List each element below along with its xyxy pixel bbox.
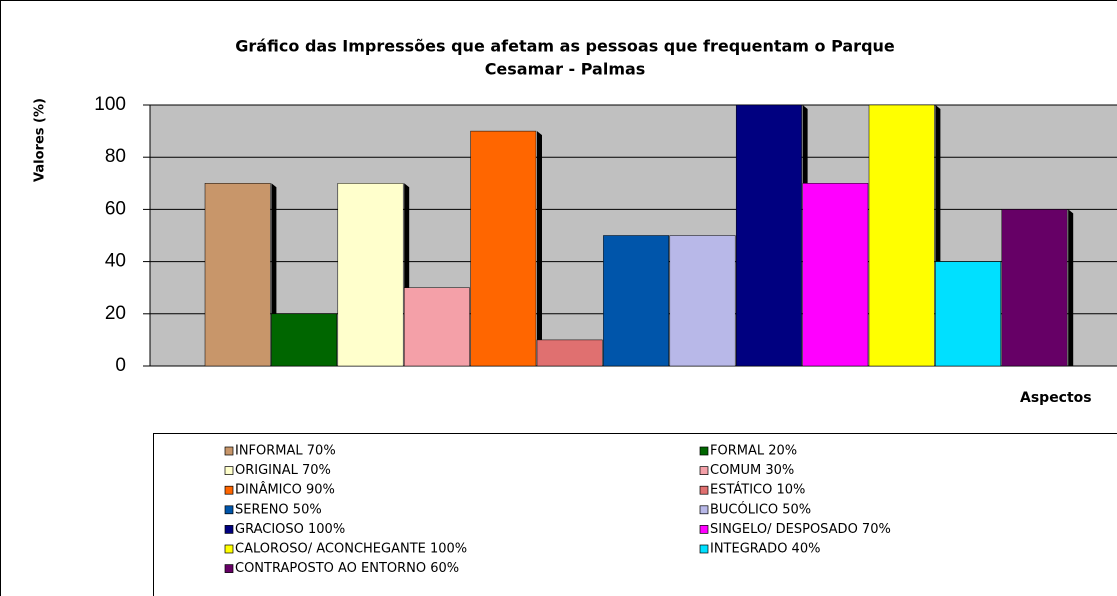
- legend-swatch: [224, 564, 234, 573]
- legend-label: CALOROSO/ ACONCHEGANTE 100%: [235, 542, 467, 557]
- y-tick-label: 40: [105, 251, 126, 272]
- legend-label: SINGELO/ DESPOSADO 70%: [710, 522, 891, 537]
- legend-swatch: [224, 544, 234, 554]
- legend-label: INFORMAL 70%: [235, 444, 336, 459]
- bar: [802, 183, 869, 367]
- legend-swatch: [699, 505, 709, 515]
- chart-title: Gráfico das Impressões que afetam as pes…: [235, 37, 895, 56]
- bar: [669, 235, 736, 367]
- legend-swatch: [699, 446, 709, 456]
- legend-label: DINÂMICO 90%: [235, 482, 335, 498]
- y-tick-label: 20: [105, 303, 126, 324]
- legend-label: ESTÁTICO 10%: [710, 482, 805, 498]
- bar: [470, 130, 537, 367]
- bar: [204, 183, 271, 367]
- legend-swatch: [224, 505, 234, 515]
- legend-label: GRACIOSO 100%: [235, 522, 345, 537]
- bar: [271, 313, 338, 367]
- y-tick-label: 0: [115, 355, 126, 376]
- bar: [868, 104, 935, 367]
- legend-swatch: [224, 525, 234, 534]
- bar: [935, 261, 1002, 367]
- legend-label: ORIGINAL 70%: [235, 463, 331, 478]
- bar-side: [1068, 209, 1074, 366]
- x-axis-label: Aspectos: [1020, 390, 1092, 406]
- bar: [536, 339, 603, 367]
- legend-label: INTEGRADO 40%: [710, 542, 820, 557]
- bar: [403, 287, 470, 367]
- bar: [1001, 209, 1068, 367]
- bar: [337, 183, 404, 367]
- legend-swatch: [699, 525, 709, 534]
- y-tick-label: 100: [94, 94, 126, 115]
- y-tick-label: 80: [105, 146, 126, 167]
- y-axis-label: Valores (%): [33, 98, 48, 182]
- legend-label: CONTRAPOSTO AO ENTORNO 60%: [235, 561, 459, 576]
- y-tick-label: 60: [105, 198, 126, 219]
- legend-swatch: [224, 446, 234, 456]
- bar-side: [537, 131, 542, 366]
- legend-label: FORMAL 20%: [710, 444, 797, 459]
- legend-label: SERENO 50%: [235, 502, 322, 517]
- legend-swatch: [699, 485, 709, 495]
- legend-swatch: [699, 544, 709, 554]
- legend-swatch: [699, 466, 709, 475]
- legend-swatch: [224, 466, 234, 475]
- bar: [735, 104, 802, 367]
- legend-label: BUCÓLICO 50%: [710, 501, 811, 517]
- bar: [603, 235, 670, 367]
- legend-swatch: [224, 485, 234, 495]
- chart-title: Cesamar - Palmas: [485, 60, 646, 79]
- legend-label: COMUM 30%: [710, 463, 794, 478]
- legend: [153, 433, 1117, 596]
